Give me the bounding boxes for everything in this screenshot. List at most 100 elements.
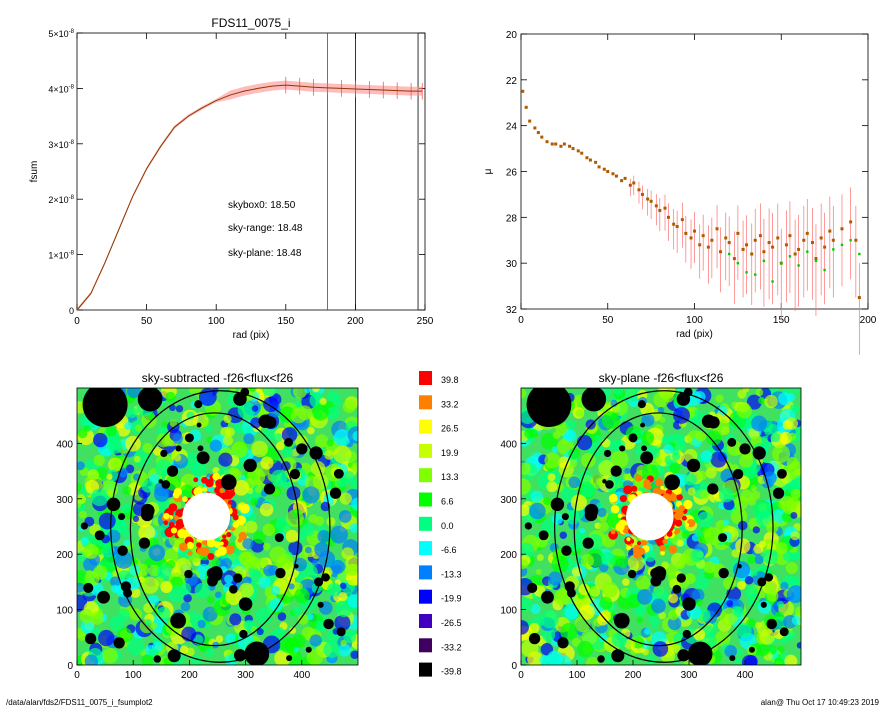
plot2-xtick-label: 200 [860, 315, 877, 326]
plot3-noise-blob [327, 582, 342, 597]
plot2-point [663, 206, 667, 210]
plot2-ytick-label: 28 [506, 213, 518, 224]
plot2-point [814, 257, 818, 261]
plot3-ytick-label: 300 [56, 495, 73, 506]
plot4-noise-blob [598, 460, 615, 477]
plot4-noise-blob [555, 483, 565, 492]
plot4-noise-blob [536, 553, 544, 562]
plot2-ytick-label: 22 [506, 76, 518, 87]
plot4-star-mask [640, 422, 646, 428]
plot3-noise-blob [110, 584, 120, 594]
colorbar-swatch [419, 638, 432, 653]
plot2-point [857, 296, 861, 300]
plot3-noise-blob [113, 460, 122, 469]
plot3-star-mask [296, 443, 308, 455]
plot4-halo-blob [675, 528, 681, 534]
plot2-point [745, 243, 749, 247]
plot3-halo-blob [224, 490, 232, 498]
plot2-point-green [806, 250, 809, 253]
plot4-ytick-label: 300 [500, 495, 517, 506]
plot2-point [684, 231, 688, 235]
plot2-point [614, 174, 618, 178]
plot4-noise-blob [687, 487, 696, 496]
plot3-noise-blob [351, 497, 358, 511]
plot3-noise-blob [302, 486, 320, 504]
plot3-star-mask [113, 637, 125, 649]
colorbar-label: 39.8 [441, 375, 459, 385]
plot2-point [524, 105, 528, 109]
plot2-point-green [771, 280, 774, 283]
plot3-noise-blob [160, 581, 173, 594]
plot4-noise-blob [783, 550, 794, 562]
plot4-noise-blob [601, 551, 616, 566]
plot4-noise-blob [590, 474, 605, 489]
plot4-noise-blob [723, 576, 737, 590]
plot4-star-mask [718, 533, 728, 543]
plot3-star-mask [84, 632, 97, 645]
plot4-noise-blob [714, 630, 731, 647]
plot2-point [632, 181, 636, 185]
plot3-noise-blob [125, 464, 135, 474]
plot3-star-mask [333, 468, 344, 479]
plot3-noise-blob [243, 433, 255, 445]
plot3-noise-blob [248, 556, 261, 569]
plot3-halo-blob [187, 550, 193, 556]
plot4-halo-blob [608, 530, 618, 540]
plot3-halo-blob [178, 542, 188, 552]
plot3-ytick-label: 400 [56, 439, 73, 450]
plot3-noise-blob [193, 466, 201, 474]
colorbar-label: 6.6 [441, 497, 454, 507]
plot3-noise-blob [183, 594, 192, 603]
plot3-noise-blob [238, 582, 254, 598]
plot4-halo-blob [619, 495, 628, 503]
plot2-point [521, 89, 525, 93]
plot3-noise-blob [229, 613, 242, 626]
plot4-noise-blob [530, 603, 541, 615]
plot4-noise-blob [521, 504, 530, 517]
plot3-noise-blob [194, 582, 211, 599]
plot3-noise-blob [246, 488, 254, 495]
plot3-halo-blob [202, 487, 208, 492]
plot3-noise-blob [277, 612, 287, 621]
plot2-point [753, 238, 757, 242]
colorbar-label: 13.3 [441, 472, 459, 482]
plot4-noise-blob [547, 473, 556, 482]
plot3-noise-blob [262, 388, 278, 397]
plot3-noise-blob [233, 479, 250, 496]
plot4-star-mask [611, 649, 625, 663]
plot3-ellipse-outer [110, 390, 331, 663]
plot4-star-mask [538, 530, 549, 541]
plot4-star-mask [672, 584, 682, 594]
plot4-noise-blob [601, 438, 611, 448]
plot4-noise-blob [695, 430, 707, 442]
plot4-noise-blob [543, 497, 551, 506]
plot3-halo-blob [177, 528, 187, 539]
plot3-noise-blob [157, 564, 172, 579]
plot4-halo-blob [676, 494, 683, 501]
plot3-star-mask [94, 530, 105, 541]
plot4-noise-blob [770, 432, 781, 443]
plot3-xtick-label: 0 [74, 670, 80, 681]
plot3-noise-blob [277, 553, 294, 570]
plot4-xtick-label: 300 [681, 670, 698, 681]
plot3-noise-blob [237, 401, 256, 419]
colorbar-label: -13.3 [441, 569, 462, 579]
plot4-star-mask [550, 497, 565, 512]
plot2-point [776, 236, 780, 240]
plot3-noise-blob [126, 407, 138, 419]
plot3-xtick-label: 200 [181, 670, 198, 681]
plot3-noise-blob [98, 629, 115, 647]
plot4-halo-blob [654, 478, 664, 487]
plot4-noise-blob [597, 614, 609, 626]
plot3-noise-blob [288, 540, 303, 556]
plot3-noise-blob [225, 588, 242, 606]
plot3-noise-blob [109, 576, 121, 587]
plot3-noise-blob [165, 475, 182, 491]
plot2-point [736, 231, 740, 235]
plot4-noise-blob [521, 478, 531, 495]
plot4-noise-blob [610, 450, 629, 469]
plot4-halo-blob [668, 545, 677, 554]
plot2-ytick-label: 32 [506, 305, 518, 316]
plot3-noise-blob [135, 424, 143, 432]
plot2-point [727, 241, 731, 245]
